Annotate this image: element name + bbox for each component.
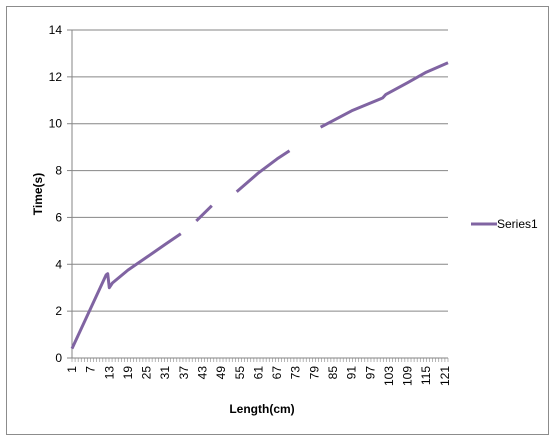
y-tick-label: 6 xyxy=(55,210,62,224)
y-tick-label: 10 xyxy=(49,117,63,131)
x-axis-title: Length(cm) xyxy=(229,402,294,416)
series-lines xyxy=(70,61,449,350)
x-tick-label: 103 xyxy=(382,366,396,386)
x-tick-label: 55 xyxy=(233,366,247,380)
x-tick-label: 91 xyxy=(345,366,359,380)
x-tick-label: 49 xyxy=(214,366,228,380)
x-tick-label: 115 xyxy=(419,366,433,385)
x-tick-labels: 1 7 13 19 25 31 37 43 49 55 61 67 73 79 85 91 97 103 109 11… xyxy=(65,366,452,386)
series-line-segment xyxy=(319,61,449,129)
x-tick-label: 7 xyxy=(84,366,98,373)
chart-area xyxy=(6,6,549,435)
x-tick-label: 13 xyxy=(102,366,116,380)
y-tick-label: 4 xyxy=(55,257,62,271)
y-tick-label: 14 xyxy=(49,23,63,37)
x-tick-label: 97 xyxy=(363,366,377,380)
x-tick-label: 73 xyxy=(289,366,303,380)
y-tick-labels: 0 2 4 6 8 10 12 14 xyxy=(49,23,63,365)
x-tick-label: 109 xyxy=(401,366,415,386)
series-line-segment xyxy=(195,204,213,222)
x-tick-label: 121 xyxy=(438,366,452,386)
series-line-segment xyxy=(70,232,182,350)
axes xyxy=(67,29,449,362)
legend: Series1 xyxy=(471,217,538,231)
x-tick-label: 37 xyxy=(177,366,191,380)
x-tick-label: 19 xyxy=(121,366,135,380)
x-tick-label: 67 xyxy=(270,366,284,380)
y-tick-label: 8 xyxy=(55,164,62,178)
y-tick-label: 12 xyxy=(49,70,63,84)
y-axis-title: Time(s) xyxy=(31,173,45,215)
x-tick-label: 61 xyxy=(251,366,265,380)
x-tick-label: 85 xyxy=(326,366,340,380)
series-line-segment xyxy=(235,149,291,193)
x-tick-label: 25 xyxy=(140,366,154,380)
y-tick-label: 2 xyxy=(55,304,62,318)
x-tick-label: 31 xyxy=(158,366,172,380)
y-tick-label: 0 xyxy=(55,351,62,365)
legend-label-series1: Series1 xyxy=(497,217,538,231)
x-tick-label: 1 xyxy=(65,366,79,373)
x-tick-label: 79 xyxy=(307,366,321,380)
x-tick-label: 43 xyxy=(196,366,210,380)
